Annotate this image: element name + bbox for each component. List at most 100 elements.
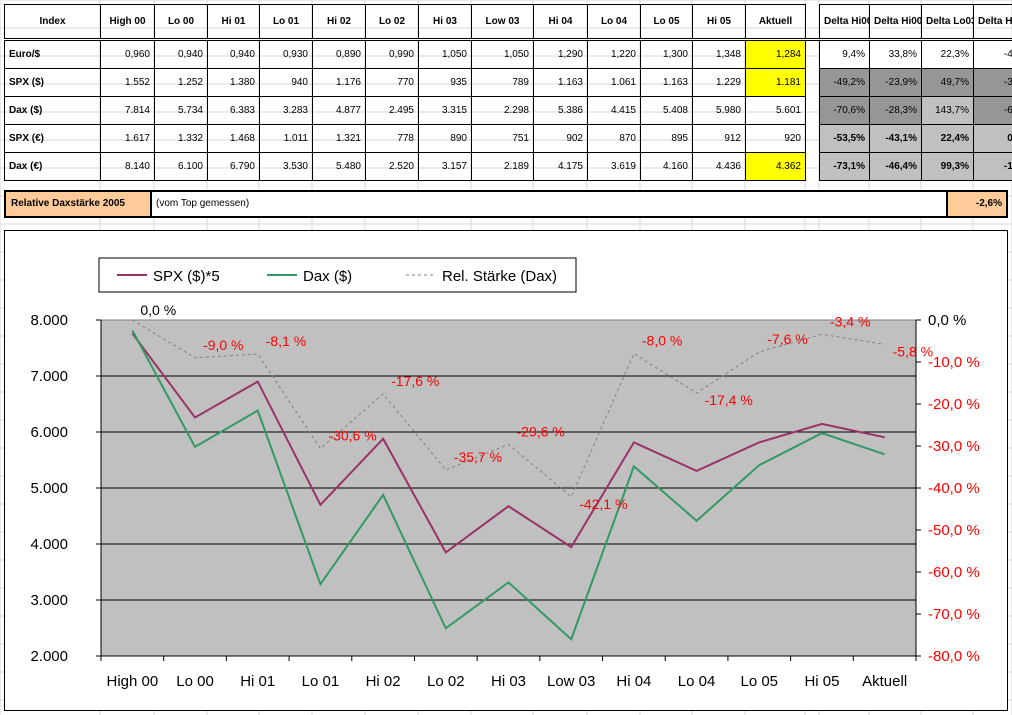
value-cell[interactable]: 902 xyxy=(533,124,588,153)
value-cell[interactable]: 1.552 xyxy=(100,68,155,97)
row-label[interactable]: Dax ($) xyxy=(4,96,101,125)
column-header[interactable]: Lo 05 xyxy=(640,4,693,39)
value-cell[interactable]: 2.495 xyxy=(365,96,419,125)
value-cell[interactable]: 3.157 xyxy=(418,152,472,181)
column-header[interactable]: Delta Hi00-Akt xyxy=(869,4,922,39)
value-cell[interactable]: 1.061 xyxy=(587,68,641,97)
value-cell[interactable]: 0,990 xyxy=(365,40,419,69)
value-cell[interactable]: 4.160 xyxy=(640,152,693,181)
value-cell[interactable]: 1.617 xyxy=(100,124,155,153)
value-cell[interactable]: 870 xyxy=(587,124,641,153)
column-header[interactable]: Low 03 xyxy=(471,4,534,39)
delta-cell[interactable]: -23,9% xyxy=(869,68,922,97)
value-cell[interactable]: 5.734 xyxy=(154,96,208,125)
column-header[interactable]: Aktuell xyxy=(745,4,806,39)
value-cell[interactable]: 1,290 xyxy=(533,40,588,69)
value-cell[interactable]: 890 xyxy=(418,124,472,153)
column-header[interactable]: Lo 04 xyxy=(587,4,641,39)
value-cell[interactable]: 778 xyxy=(365,124,419,153)
value-cell[interactable]: 4.415 xyxy=(587,96,641,125)
value-cell[interactable]: 3.619 xyxy=(587,152,641,181)
value-cell[interactable]: 1,050 xyxy=(418,40,472,69)
column-header[interactable]: Hi 04 xyxy=(533,4,588,39)
value-cell[interactable]: 3.315 xyxy=(418,96,472,125)
value-cell[interactable]: 1,300 xyxy=(640,40,693,69)
column-header[interactable]: Hi 03 xyxy=(418,4,472,39)
value-cell[interactable]: 789 xyxy=(471,68,534,97)
value-cell[interactable]: 0,960 xyxy=(100,40,155,69)
row-label[interactable]: SPX ($) xyxy=(4,68,101,97)
value-cell[interactable]: 4.877 xyxy=(312,96,366,125)
delta-cell[interactable]: 22,4% xyxy=(921,124,974,153)
delta-cell[interactable]: -1,7% xyxy=(973,152,1012,181)
value-cell[interactable]: 4.175 xyxy=(533,152,588,181)
value-cell[interactable]: 770 xyxy=(365,68,419,97)
value-cell[interactable]: 3.530 xyxy=(259,152,313,181)
value-cell[interactable]: 4.436 xyxy=(692,152,746,181)
value-cell[interactable]: 5.480 xyxy=(312,152,366,181)
value-cell[interactable]: 1.321 xyxy=(312,124,366,153)
value-cell[interactable]: 8.140 xyxy=(100,152,155,181)
delta-cell[interactable]: 0,9% xyxy=(973,124,1012,153)
chart-area[interactable]: 8.000 7.000 6.000 5.000 4.000 3.000 2.000 0,0 %… xyxy=(4,230,1008,711)
delta-cell[interactable]: 49,7% xyxy=(921,68,974,97)
value-cell[interactable]: 1.380 xyxy=(207,68,260,97)
value-cell[interactable]: 895 xyxy=(640,124,693,153)
value-cell[interactable]: 2.189 xyxy=(471,152,534,181)
value-cell[interactable]: 1.332 xyxy=(154,124,208,153)
value-cell[interactable]: 0,940 xyxy=(207,40,260,69)
row-label[interactable]: SPX (€) xyxy=(4,124,101,153)
column-header[interactable]: Delta Lo03- xyxy=(921,4,974,39)
row-label[interactable]: Dax (€) xyxy=(4,152,101,181)
column-header[interactable]: Delta Hi00-Lo03 xyxy=(819,4,870,39)
value-cell[interactable]: 6.383 xyxy=(207,96,260,125)
column-header[interactable]: Hi 02 xyxy=(312,4,366,39)
delta-cell[interactable]: -43,1% xyxy=(869,124,922,153)
value-cell[interactable]: 1,220 xyxy=(587,40,641,69)
column-header[interactable]: Lo 02 xyxy=(365,4,419,39)
value-cell[interactable]: 1.011 xyxy=(259,124,313,153)
delta-cell[interactable]: 9,4% xyxy=(819,40,870,69)
delta-cell[interactable]: 22,3% xyxy=(921,40,974,69)
value-cell[interactable]: 1.252 xyxy=(154,68,208,97)
delta-cell[interactable]: -6,3% xyxy=(973,96,1012,125)
value-cell[interactable]: 5.601 xyxy=(745,96,806,125)
value-cell[interactable]: 751 xyxy=(471,124,534,153)
column-header[interactable]: Lo 00 xyxy=(154,4,208,39)
value-cell[interactable]: 5.408 xyxy=(640,96,693,125)
delta-cell[interactable]: -46,4% xyxy=(869,152,922,181)
value-cell[interactable]: 1,348 xyxy=(692,40,746,69)
row-label[interactable]: Euro/$ xyxy=(4,40,101,69)
value-cell[interactable]: 912 xyxy=(692,124,746,153)
column-header[interactable]: Hi 05 xyxy=(692,4,746,39)
value-cell[interactable]: 5.386 xyxy=(533,96,588,125)
value-cell[interactable]: 3.283 xyxy=(259,96,313,125)
delta-cell[interactable]: -70,6% xyxy=(819,96,870,125)
value-cell[interactable]: 1.163 xyxy=(640,68,693,97)
value-cell[interactable]: 1.468 xyxy=(207,124,260,153)
value-cell[interactable]: 6.100 xyxy=(154,152,208,181)
column-header[interactable]: Index xyxy=(4,4,101,39)
value-cell[interactable]: 2.520 xyxy=(365,152,419,181)
delta-cell[interactable]: 143,7% xyxy=(921,96,974,125)
delta-cell[interactable]: 33,8% xyxy=(869,40,922,69)
value-cell[interactable]: 935 xyxy=(418,68,472,97)
value-cell[interactable]: 920 xyxy=(745,124,806,153)
delta-cell[interactable]: -4,7% xyxy=(973,40,1012,69)
value-cell[interactable]: 7.814 xyxy=(100,96,155,125)
delta-cell[interactable]: -28,3% xyxy=(869,96,922,125)
delta-cell[interactable]: 99,3% xyxy=(921,152,974,181)
delta-cell[interactable]: -49,2% xyxy=(819,68,870,97)
value-cell[interactable]: 1.229 xyxy=(692,68,746,97)
value-cell[interactable]: 1,284 xyxy=(745,40,806,69)
column-header[interactable]: High 00 xyxy=(100,4,155,39)
value-cell[interactable]: 0,940 xyxy=(154,40,208,69)
delta-cell[interactable]: -73,1% xyxy=(819,152,870,181)
column-header[interactable]: Lo 01 xyxy=(259,4,313,39)
value-cell[interactable]: 1.181 xyxy=(745,68,806,97)
delta-cell[interactable]: -3,9% xyxy=(973,68,1012,97)
value-cell[interactable]: 0,890 xyxy=(312,40,366,69)
value-cell[interactable]: 4.362 xyxy=(745,152,806,181)
value-cell[interactable]: 5.980 xyxy=(692,96,746,125)
